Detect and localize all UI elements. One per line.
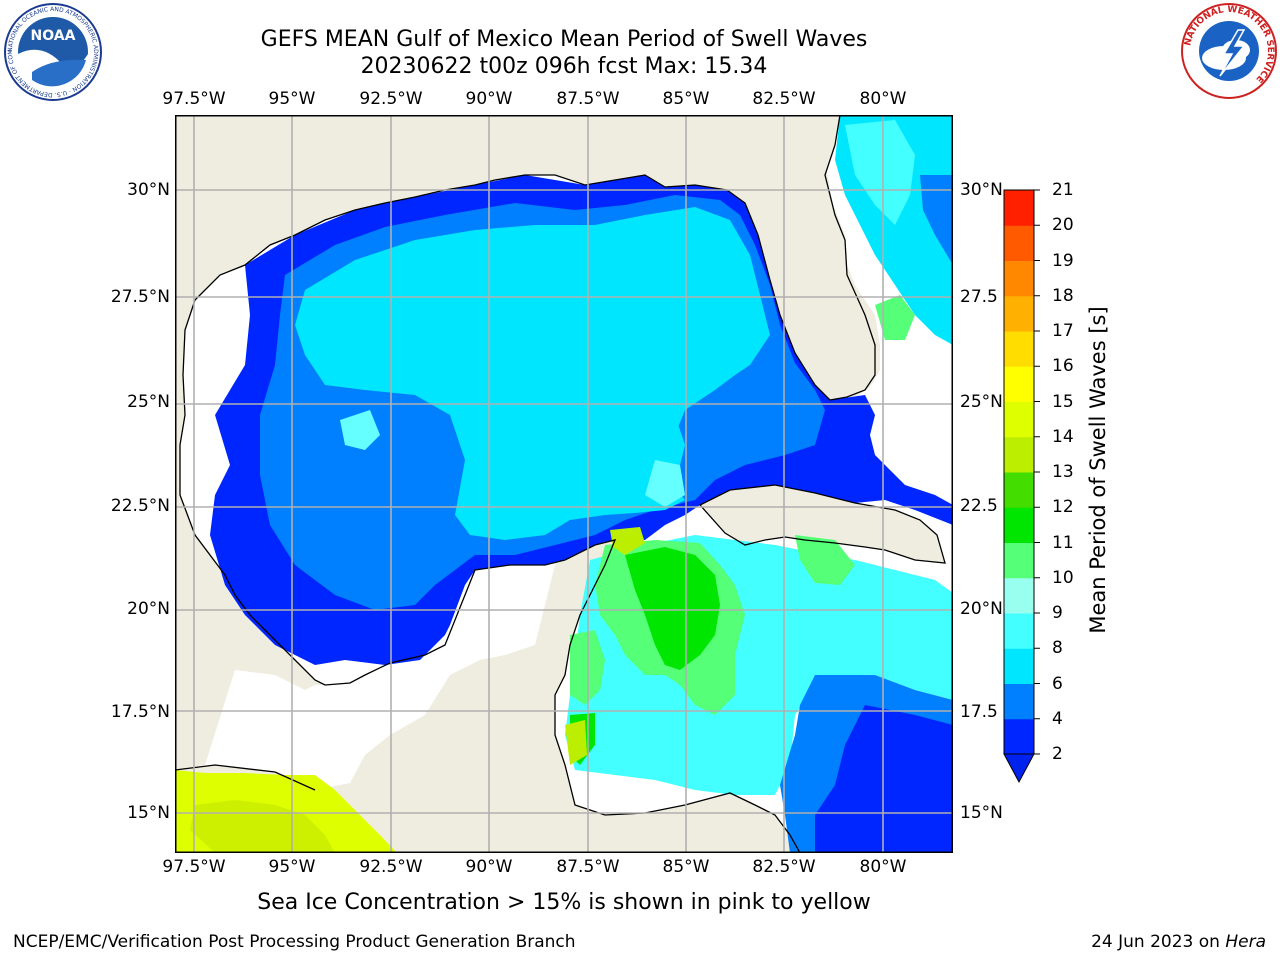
coastlines bbox=[175, 115, 946, 853]
map-panel bbox=[175, 115, 953, 853]
colorbar-tick-label: 2 bbox=[1052, 744, 1063, 764]
lat-tick-left: 17.5°N bbox=[110, 702, 170, 722]
title-line-2: 20230622 t00z 096h fcst Max: 15.34 bbox=[360, 54, 768, 79]
swell-band-8-9-gulf bbox=[340, 410, 685, 507]
colorbar-segment bbox=[1004, 683, 1034, 720]
map-border bbox=[175, 115, 953, 853]
colorbar-segment bbox=[1004, 366, 1034, 402]
footer-machine: Hera bbox=[1225, 932, 1266, 952]
lon-tick-bottom: 90°W bbox=[465, 857, 513, 877]
land-mexico bbox=[175, 540, 800, 853]
colorbar-tick-label: 4 bbox=[1052, 708, 1063, 729]
colorbar-tick-label: 13 bbox=[1052, 462, 1074, 482]
colorbar-segment bbox=[1004, 507, 1034, 543]
lon-tick-bottom: 92.5°W bbox=[359, 857, 423, 877]
lat-tick-left: 22.5°N bbox=[110, 496, 170, 516]
footer-credit: NCEP/EMC/Verification Post Processing Pr… bbox=[13, 932, 576, 952]
footer-date-text: 24 Jun 2023 on bbox=[1091, 932, 1226, 952]
noaa-logo: NATIONAL OCEANIC AND ATMOSPHERIC ADMINIS… bbox=[2, 2, 102, 101]
colorbar-segment bbox=[1004, 331, 1034, 367]
swell-band-atlantic-blue bbox=[920, 175, 953, 265]
colorbar-tick-label: 10 bbox=[1052, 567, 1074, 588]
title-line-1: GEFS MEAN Gulf of Mexico Mean Period of … bbox=[260, 27, 868, 52]
nws-logo: NATIONAL WEATHER SERVICE bbox=[1181, 3, 1277, 99]
colorbar-segment bbox=[1004, 648, 1034, 684]
swell-band-atlantic-light bbox=[845, 120, 915, 225]
lon-tick-top: 80°W bbox=[859, 89, 907, 109]
lon-tick-top: 95°W bbox=[268, 89, 316, 109]
lat-tick-right: 27.5 bbox=[960, 287, 998, 307]
lat-tick-right: 20°N bbox=[960, 599, 1003, 619]
colorbar-segment bbox=[1004, 190, 1034, 226]
lon-tick-top: 90°W bbox=[465, 89, 513, 109]
lat-tick-right: 15°N bbox=[960, 803, 1003, 823]
swell-band-2-4-carib bbox=[815, 705, 953, 853]
lon-tick-top: 82.5°W bbox=[752, 89, 816, 109]
colorbar-tick-label: 9 bbox=[1052, 603, 1063, 623]
lat-tick-left: 25°N bbox=[127, 392, 170, 412]
colorbar-tick-label: 15 bbox=[1052, 391, 1074, 412]
colorbar-segment bbox=[1004, 260, 1034, 297]
swell-period-map bbox=[175, 115, 953, 853]
noaa-logo-text: NOAA bbox=[31, 28, 76, 44]
lat-tick-right: 25°N bbox=[960, 392, 1003, 412]
colorbar-label: Mean Period of Swell Waves [s] bbox=[1086, 306, 1110, 634]
colorbar-segment bbox=[1004, 295, 1034, 332]
colorbar-tick-label: 14 bbox=[1052, 426, 1074, 447]
colorbar-segment bbox=[1004, 401, 1034, 438]
graticule bbox=[175, 115, 953, 853]
colorbar-segment bbox=[1004, 718, 1034, 755]
lat-tick-left: 20°N bbox=[127, 599, 170, 619]
footer-date: 24 Jun 2023 on Hera bbox=[1091, 932, 1266, 952]
colorbar-tick-label: 16 bbox=[1052, 356, 1074, 377]
colorbar-tick-label: 12 bbox=[1052, 497, 1074, 518]
colorbar-segment bbox=[1004, 577, 1034, 614]
lon-tick-bottom: 87.5°W bbox=[556, 857, 620, 877]
colorbar-tick-label: 6 bbox=[1052, 673, 1063, 694]
colorbar-tick-label: 20 bbox=[1052, 215, 1074, 236]
lat-tick-left: 30°N bbox=[127, 180, 170, 200]
colorbar-segment bbox=[1004, 436, 1034, 473]
lon-tick-top: 85°W bbox=[662, 89, 710, 109]
land-north-america bbox=[175, 115, 953, 770]
lon-tick-bottom: 95°W bbox=[268, 857, 316, 877]
swell-band-11-12 bbox=[565, 527, 645, 765]
colorbar-tick-label: 17 bbox=[1052, 321, 1074, 341]
lon-tick-bottom: 85°W bbox=[662, 857, 710, 877]
land-florida bbox=[750, 115, 875, 400]
lat-tick-right: 22.5 bbox=[960, 496, 998, 516]
colorbar-extend-arrow bbox=[1003, 753, 1035, 784]
lat-tick-right: 30°N bbox=[960, 180, 1003, 200]
lon-tick-bottom: 82.5°W bbox=[752, 857, 816, 877]
colorbar-tick-label: 19 bbox=[1052, 250, 1074, 271]
colorbar-tick-label: 21 bbox=[1052, 180, 1074, 200]
colorbar-segment bbox=[1004, 613, 1034, 649]
lat-tick-left: 27.5°N bbox=[110, 287, 170, 307]
colorbar-segment bbox=[1004, 225, 1034, 261]
lon-tick-bottom: 97.5°W bbox=[162, 857, 226, 877]
colorbar-segment bbox=[1004, 542, 1034, 579]
colorbar-segment bbox=[1004, 472, 1034, 508]
lat-tick-right: 17.5 bbox=[960, 702, 998, 722]
lon-tick-bottom: 80°W bbox=[859, 857, 907, 877]
colorbar-tick-label: 8 bbox=[1052, 638, 1063, 659]
lon-tick-top: 97.5°W bbox=[162, 89, 226, 109]
sea-ice-note: Sea Ice Concentration > 15% is shown in … bbox=[257, 890, 871, 915]
colorbar-tick-label: 11 bbox=[1052, 532, 1074, 553]
colorbar-tick-label: 18 bbox=[1052, 285, 1074, 306]
lon-tick-top: 92.5°W bbox=[359, 89, 423, 109]
colorbar bbox=[1003, 189, 1040, 784]
lon-tick-top: 87.5°W bbox=[556, 89, 620, 109]
lat-tick-left: 15°N bbox=[127, 803, 170, 823]
swell-band-10-11 bbox=[570, 547, 720, 765]
